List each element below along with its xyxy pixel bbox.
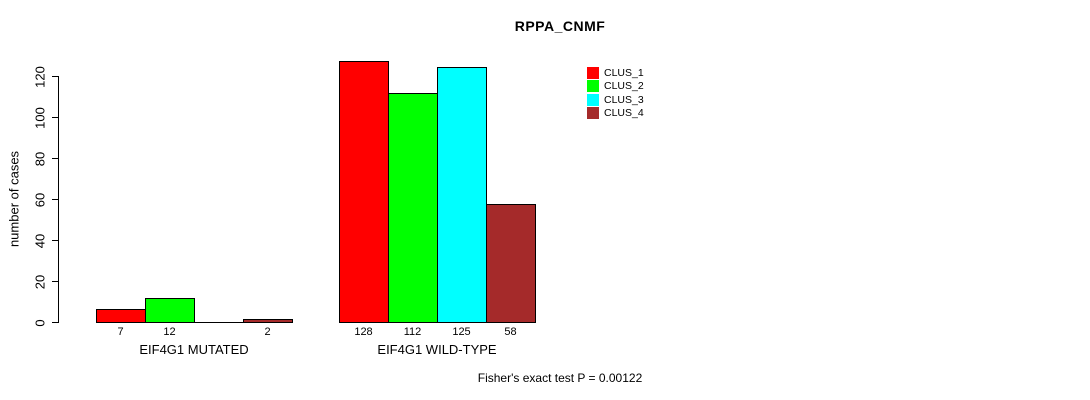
bar-value-label: 128 xyxy=(354,326,373,338)
bar-clus_2 xyxy=(145,298,195,323)
bar-clus_1 xyxy=(339,61,389,323)
legend-label-clus-3: CLUS_3 xyxy=(604,93,644,106)
y-tick-label: 100 xyxy=(32,106,48,129)
bar-clus_2 xyxy=(388,93,438,323)
bar-value-label: 58 xyxy=(504,326,517,338)
legend: CLUS_1 CLUS_2 CLUS_3 CLUS_4 xyxy=(587,66,644,120)
y-tick-mark xyxy=(52,240,58,241)
legend-swatch-clus-1 xyxy=(587,66,599,79)
group-label: EIF4G1 WILD-TYPE xyxy=(377,342,497,357)
bar-value-label: 112 xyxy=(403,326,422,338)
bar-clus_4 xyxy=(486,204,536,323)
y-tick-label: 0 xyxy=(32,318,48,327)
y-tick-mark xyxy=(52,281,58,282)
legend-item-clus-4: CLUS_4 xyxy=(587,107,644,121)
legend-item-clus-2: CLUS_2 xyxy=(587,80,644,94)
legend-swatch-clus-2 xyxy=(587,80,599,93)
y-tick-mark xyxy=(52,76,58,77)
bar-clus_3 xyxy=(194,322,244,323)
bar-value-label: 12 xyxy=(163,326,176,338)
group-label: EIF4G1 MUTATED xyxy=(139,342,249,357)
y-tick-label: 60 xyxy=(32,192,48,207)
y-tick-label: 80 xyxy=(32,151,48,166)
y-axis-line xyxy=(58,76,59,323)
legend-swatch-clus-4 xyxy=(587,107,599,120)
legend-label-clus-4: CLUS_4 xyxy=(604,107,644,120)
legend-item-clus-3: CLUS_3 xyxy=(587,93,644,107)
bar-value-label: 125 xyxy=(452,326,471,338)
legend-item-clus-1: CLUS_1 xyxy=(587,66,644,80)
y-tick-mark xyxy=(52,199,58,200)
chart-title: RPPA_CNMF xyxy=(514,18,606,34)
bar-clus_4 xyxy=(243,319,293,323)
legend-swatch-clus-3 xyxy=(587,93,599,106)
fisher-test-note: Fisher's exact test P = 0.00122 xyxy=(477,371,643,385)
legend-label-clus-1: CLUS_1 xyxy=(604,66,644,79)
y-tick-mark xyxy=(52,117,58,118)
bar-value-label: 2 xyxy=(264,326,271,338)
y-axis-label: number of cases xyxy=(6,150,22,248)
y-tick-label: 40 xyxy=(32,233,48,248)
y-tick-label: 20 xyxy=(32,274,48,289)
y-tick-label: 120 xyxy=(32,65,48,88)
y-tick-mark xyxy=(52,322,58,323)
legend-label-clus-2: CLUS_2 xyxy=(604,80,644,93)
y-tick-mark xyxy=(52,158,58,159)
bar-clus_3 xyxy=(437,67,487,323)
bar-clus_1 xyxy=(96,309,146,323)
bar-value-label: 7 xyxy=(117,326,124,338)
